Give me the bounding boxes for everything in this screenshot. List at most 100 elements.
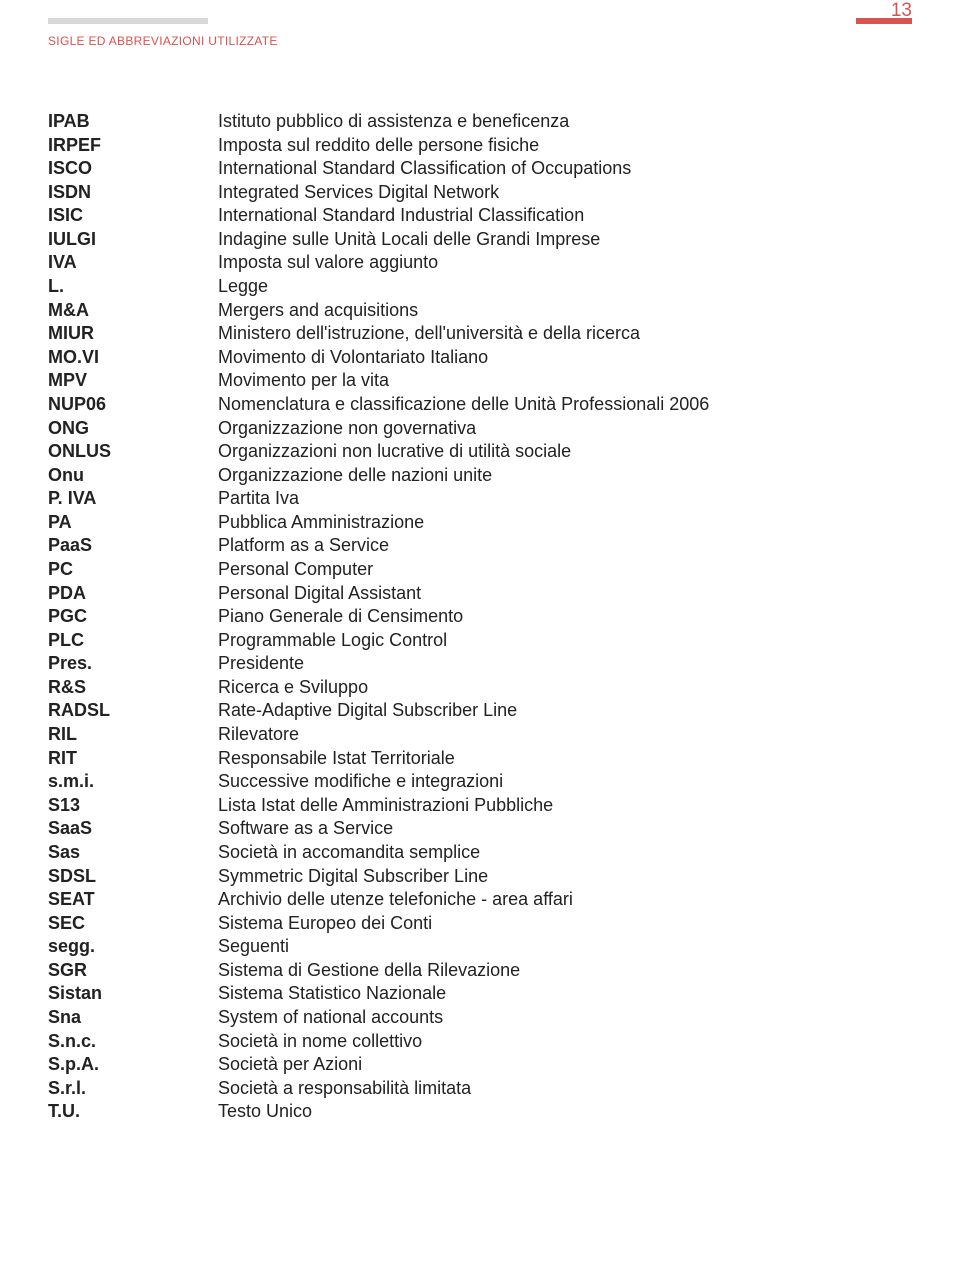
table-row: NUP06Nomenclatura e classificazione dell…	[48, 393, 912, 417]
abbreviation: ONLUS	[48, 440, 218, 464]
table-row: IRPEFImposta sul reddito delle persone f…	[48, 134, 912, 158]
abbreviation: Sistan	[48, 982, 218, 1006]
definition: Imposta sul reddito delle persone fisich…	[218, 134, 912, 158]
definition: Partita Iva	[218, 487, 912, 511]
table-row: SnaSystem of national accounts	[48, 1006, 912, 1030]
table-row: MIURMinistero dell'istruzione, dell'univ…	[48, 322, 912, 346]
definition: Società per Azioni	[218, 1053, 912, 1077]
abbreviation: PDA	[48, 582, 218, 606]
abbreviation: SDSL	[48, 865, 218, 889]
table-row: IVAImposta sul valore aggiunto	[48, 251, 912, 275]
page: 13 SIGLE ED ABBREVIAZIONI UTILIZZATE IPA…	[0, 0, 960, 1282]
table-row: SistanSistema Statistico Nazionale	[48, 982, 912, 1006]
table-row: SaaSSoftware as a Service	[48, 817, 912, 841]
abbreviation: NUP06	[48, 393, 218, 417]
abbreviation: IVA	[48, 251, 218, 275]
table-row: ISDNIntegrated Services Digital Network	[48, 181, 912, 205]
table-row: SasSocietà in accomandita semplice	[48, 841, 912, 865]
abbreviation: PLC	[48, 629, 218, 653]
table-row: S13Lista Istat delle Amministrazioni Pub…	[48, 794, 912, 818]
table-row: segg.Seguenti	[48, 935, 912, 959]
definition: Rate-Adaptive Digital Subscriber Line	[218, 699, 912, 723]
table-row: ISICInternational Standard Industrial Cl…	[48, 204, 912, 228]
definition: Lista Istat delle Amministrazioni Pubbli…	[218, 794, 912, 818]
table-row: OnuOrganizzazione delle nazioni unite	[48, 464, 912, 488]
abbreviation: Sas	[48, 841, 218, 865]
table-row: IPABIstituto pubblico di assistenza e be…	[48, 110, 912, 134]
table-row: S.n.c.Società in nome collettivo	[48, 1030, 912, 1054]
definition: Personal Computer	[218, 558, 912, 582]
definition: Mergers and acquisitions	[218, 299, 912, 323]
table-row: PCPersonal Computer	[48, 558, 912, 582]
definition: Organizzazioni non lucrative di utilità …	[218, 440, 912, 464]
definition: Programmable Logic Control	[218, 629, 912, 653]
table-row: RILRilevatore	[48, 723, 912, 747]
table-row: MO.VIMovimento di Volontariato Italiano	[48, 346, 912, 370]
table-row: s.m.i.Successive modifiche e integrazion…	[48, 770, 912, 794]
abbreviations-table: IPABIstituto pubblico di assistenza e be…	[48, 110, 912, 1124]
abbreviation: M&A	[48, 299, 218, 323]
definition: Seguenti	[218, 935, 912, 959]
section-heading: SIGLE ED ABBREVIAZIONI UTILIZZATE	[48, 34, 278, 48]
abbreviation: PC	[48, 558, 218, 582]
abbreviation: SGR	[48, 959, 218, 983]
table-row: PaaSPlatform as a Service	[48, 534, 912, 558]
table-row: MPVMovimento per la vita	[48, 369, 912, 393]
definition: Archivio delle utenze telefoniche - area…	[218, 888, 912, 912]
abbreviation: S.r.l.	[48, 1077, 218, 1101]
definition: Società in nome collettivo	[218, 1030, 912, 1054]
abbreviation: PGC	[48, 605, 218, 629]
table-row: ISCOInternational Standard Classificatio…	[48, 157, 912, 181]
abbreviation: ISCO	[48, 157, 218, 181]
definition: Società a responsabilità limitata	[218, 1077, 912, 1101]
abbreviation: MO.VI	[48, 346, 218, 370]
definition: Responsabile Istat Territoriale	[218, 747, 912, 771]
definition: Nomenclatura e classificazione delle Uni…	[218, 393, 912, 417]
table-row: S.p.A.Società per Azioni	[48, 1053, 912, 1077]
abbreviation: ISDN	[48, 181, 218, 205]
table-row: SGRSistema di Gestione della Rilevazione	[48, 959, 912, 983]
abbreviation: IPAB	[48, 110, 218, 134]
table-row: PAPubblica Amministrazione	[48, 511, 912, 535]
abbreviation: RIL	[48, 723, 218, 747]
table-row: PLCProgrammable Logic Control	[48, 629, 912, 653]
table-row: PDAPersonal Digital Assistant	[48, 582, 912, 606]
table-row: Pres.Presidente	[48, 652, 912, 676]
abbreviation: S13	[48, 794, 218, 818]
abbreviation: P. IVA	[48, 487, 218, 511]
table-row: T.U.Testo Unico	[48, 1100, 912, 1124]
abbreviation: MIUR	[48, 322, 218, 346]
abbreviation: RIT	[48, 747, 218, 771]
abbreviation: PA	[48, 511, 218, 535]
abbreviation: SEC	[48, 912, 218, 936]
definition: Organizzazione delle nazioni unite	[218, 464, 912, 488]
abbreviation: Pres.	[48, 652, 218, 676]
definition: Istituto pubblico di assistenza e benefi…	[218, 110, 912, 134]
abbreviation: SEAT	[48, 888, 218, 912]
definition: International Standard Classification of…	[218, 157, 912, 181]
abbreviation: Sna	[48, 1006, 218, 1030]
page-number: 13	[891, 0, 912, 22]
definition: Software as a Service	[218, 817, 912, 841]
abbreviation: IULGI	[48, 228, 218, 252]
definition: Ministero dell'istruzione, dell'universi…	[218, 322, 912, 346]
definition: Ricerca e Sviluppo	[218, 676, 912, 700]
definition: Testo Unico	[218, 1100, 912, 1124]
definition: Presidente	[218, 652, 912, 676]
abbreviation: s.m.i.	[48, 770, 218, 794]
definition: Platform as a Service	[218, 534, 912, 558]
abbreviation: SaaS	[48, 817, 218, 841]
table-row: R&SRicerca e Sviluppo	[48, 676, 912, 700]
table-row: P. IVAPartita Iva	[48, 487, 912, 511]
definition: Pubblica Amministrazione	[218, 511, 912, 535]
definition: Personal Digital Assistant	[218, 582, 912, 606]
table-row: SDSLSymmetric Digital Subscriber Line	[48, 865, 912, 889]
table-row: PGCPiano Generale di Censimento	[48, 605, 912, 629]
definition: Piano Generale di Censimento	[218, 605, 912, 629]
table-row: ONGOrganizzazione non governativa	[48, 417, 912, 441]
abbreviation: S.n.c.	[48, 1030, 218, 1054]
table-row: L.Legge	[48, 275, 912, 299]
definition: System of national accounts	[218, 1006, 912, 1030]
table-row: RITResponsabile Istat Territoriale	[48, 747, 912, 771]
abbreviation: T.U.	[48, 1100, 218, 1124]
